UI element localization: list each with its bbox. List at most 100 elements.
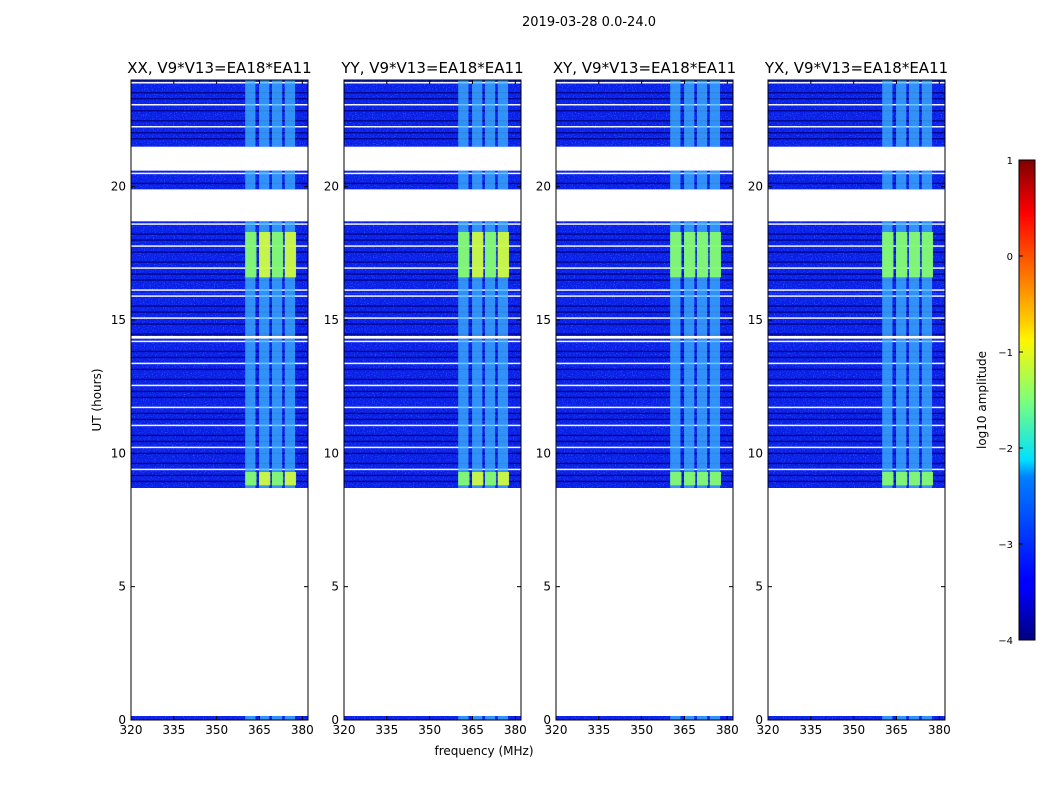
strong-rfi — [484, 472, 497, 486]
time-flag-stripe — [344, 323, 521, 325]
time-flag-stripe — [131, 333, 308, 335]
rfi-column — [696, 293, 708, 336]
rfi-column — [497, 338, 509, 488]
data-block — [344, 338, 521, 488]
time-flag-stripe — [131, 295, 308, 297]
rfi-column — [908, 80, 920, 147]
rfi-column — [709, 170, 721, 190]
strong-rfi — [908, 232, 921, 278]
time-flag-stripe — [768, 182, 945, 185]
rfi-column — [896, 170, 907, 190]
rfi-column — [921, 716, 933, 720]
x-tick-label: 350 — [205, 723, 228, 737]
time-flag-stripe — [768, 362, 945, 365]
data-block — [556, 80, 733, 147]
rfi-column — [484, 293, 496, 336]
time-flag-stripe — [131, 396, 308, 399]
y-tick-label: 0 — [755, 713, 763, 727]
rfi-column — [472, 80, 483, 147]
time-flag-stripe — [556, 384, 733, 387]
strong-rfi — [670, 472, 682, 486]
rfi-column — [696, 338, 708, 488]
x-tick-label: 320 — [545, 723, 568, 737]
time-flag-stripe — [768, 305, 945, 307]
time-flag-stripe — [556, 273, 733, 275]
rfi-column — [458, 338, 469, 488]
strong-rfi — [259, 472, 271, 486]
rfi-column — [896, 338, 907, 488]
x-tick-label: 380 — [291, 723, 314, 737]
time-flag-stripe — [556, 126, 733, 128]
rfi-column — [458, 293, 469, 336]
time-flag-stripe — [344, 92, 521, 94]
rfi-column — [709, 80, 721, 147]
time-flag-stripe — [556, 251, 733, 253]
data-block — [768, 170, 945, 190]
panels: XX, V9*V13=EA18*EA11 320 335 350 365 380 0 5 10 1… — [111, 59, 951, 737]
y-tick-label: 20 — [536, 180, 551, 194]
time-flag-stripe — [131, 92, 308, 94]
rfi-column — [472, 338, 483, 488]
rfi-column — [921, 170, 933, 190]
x-tick-label: 335 — [162, 723, 185, 737]
rfi-column — [896, 293, 907, 336]
time-flag-stripe — [556, 434, 733, 437]
y-tick-label: 15 — [111, 313, 126, 327]
y-tick-label: 20 — [324, 180, 339, 194]
time-flag-stripe — [556, 289, 733, 291]
time-flag-stripe — [131, 251, 308, 253]
time-flag-stripe — [556, 279, 733, 281]
time-flag-stripe — [344, 480, 521, 483]
time-flag-stripe — [131, 82, 308, 84]
time-flag-stripe — [344, 424, 521, 427]
strong-rfi — [709, 232, 722, 278]
block-noise — [768, 716, 945, 720]
rfi-column — [472, 716, 483, 720]
panel-title: XX, V9*V13=EA18*EA11 — [127, 59, 311, 77]
time-flag-stripe — [344, 446, 521, 449]
rfi-column — [921, 80, 933, 147]
time-flag-stripe — [344, 418, 521, 421]
strong-rfi — [882, 232, 894, 278]
rfi-column — [908, 338, 920, 488]
time-flag-stripe — [344, 289, 521, 291]
colorbar-ticks: 1 0 −1 −2 −3 −4 — [998, 156, 1023, 647]
rfi-column — [458, 716, 469, 720]
rfi-column — [284, 80, 296, 147]
x-tick-label: 335 — [587, 723, 610, 737]
y-tick-label: 20 — [111, 180, 126, 194]
x-tick-label: 320 — [120, 723, 143, 737]
time-flag-stripe — [131, 350, 308, 353]
time-flag-stripe — [131, 368, 308, 371]
time-flag-stripe — [131, 412, 308, 415]
time-flag-stripe — [768, 110, 945, 112]
time-flag-stripe — [768, 233, 945, 235]
panel-title: YX, V9*V13=EA18*EA11 — [764, 59, 948, 77]
rfi-column — [284, 170, 296, 190]
time-flag-stripe — [344, 120, 521, 122]
time-flag-stripe — [131, 126, 308, 128]
y-tick-label: 5 — [755, 580, 763, 594]
colorbar-tick-label: −4 — [998, 636, 1013, 647]
rfi-column — [259, 170, 270, 190]
time-flag-stripe — [556, 452, 733, 455]
rfi-column — [882, 80, 893, 147]
rfi-column — [684, 338, 695, 488]
data-block — [556, 170, 733, 190]
time-flag-stripe — [131, 239, 308, 241]
strong-rfi — [882, 472, 894, 486]
rfi-column — [284, 293, 296, 336]
time-flag-stripe — [556, 245, 733, 247]
time-flag-stripe — [131, 480, 308, 483]
time-flag-stripe — [556, 418, 733, 421]
time-flag-stripe — [131, 182, 308, 185]
time-flag-stripe — [344, 273, 521, 275]
time-flag-stripe — [131, 462, 308, 465]
time-flag-stripe — [556, 182, 733, 185]
time-flag-stripe — [556, 396, 733, 399]
time-flag-stripe — [131, 289, 308, 291]
time-flag-stripe — [556, 138, 733, 140]
data-block — [131, 80, 308, 147]
strong-rfi — [896, 232, 908, 278]
time-flag-stripe — [768, 132, 945, 134]
